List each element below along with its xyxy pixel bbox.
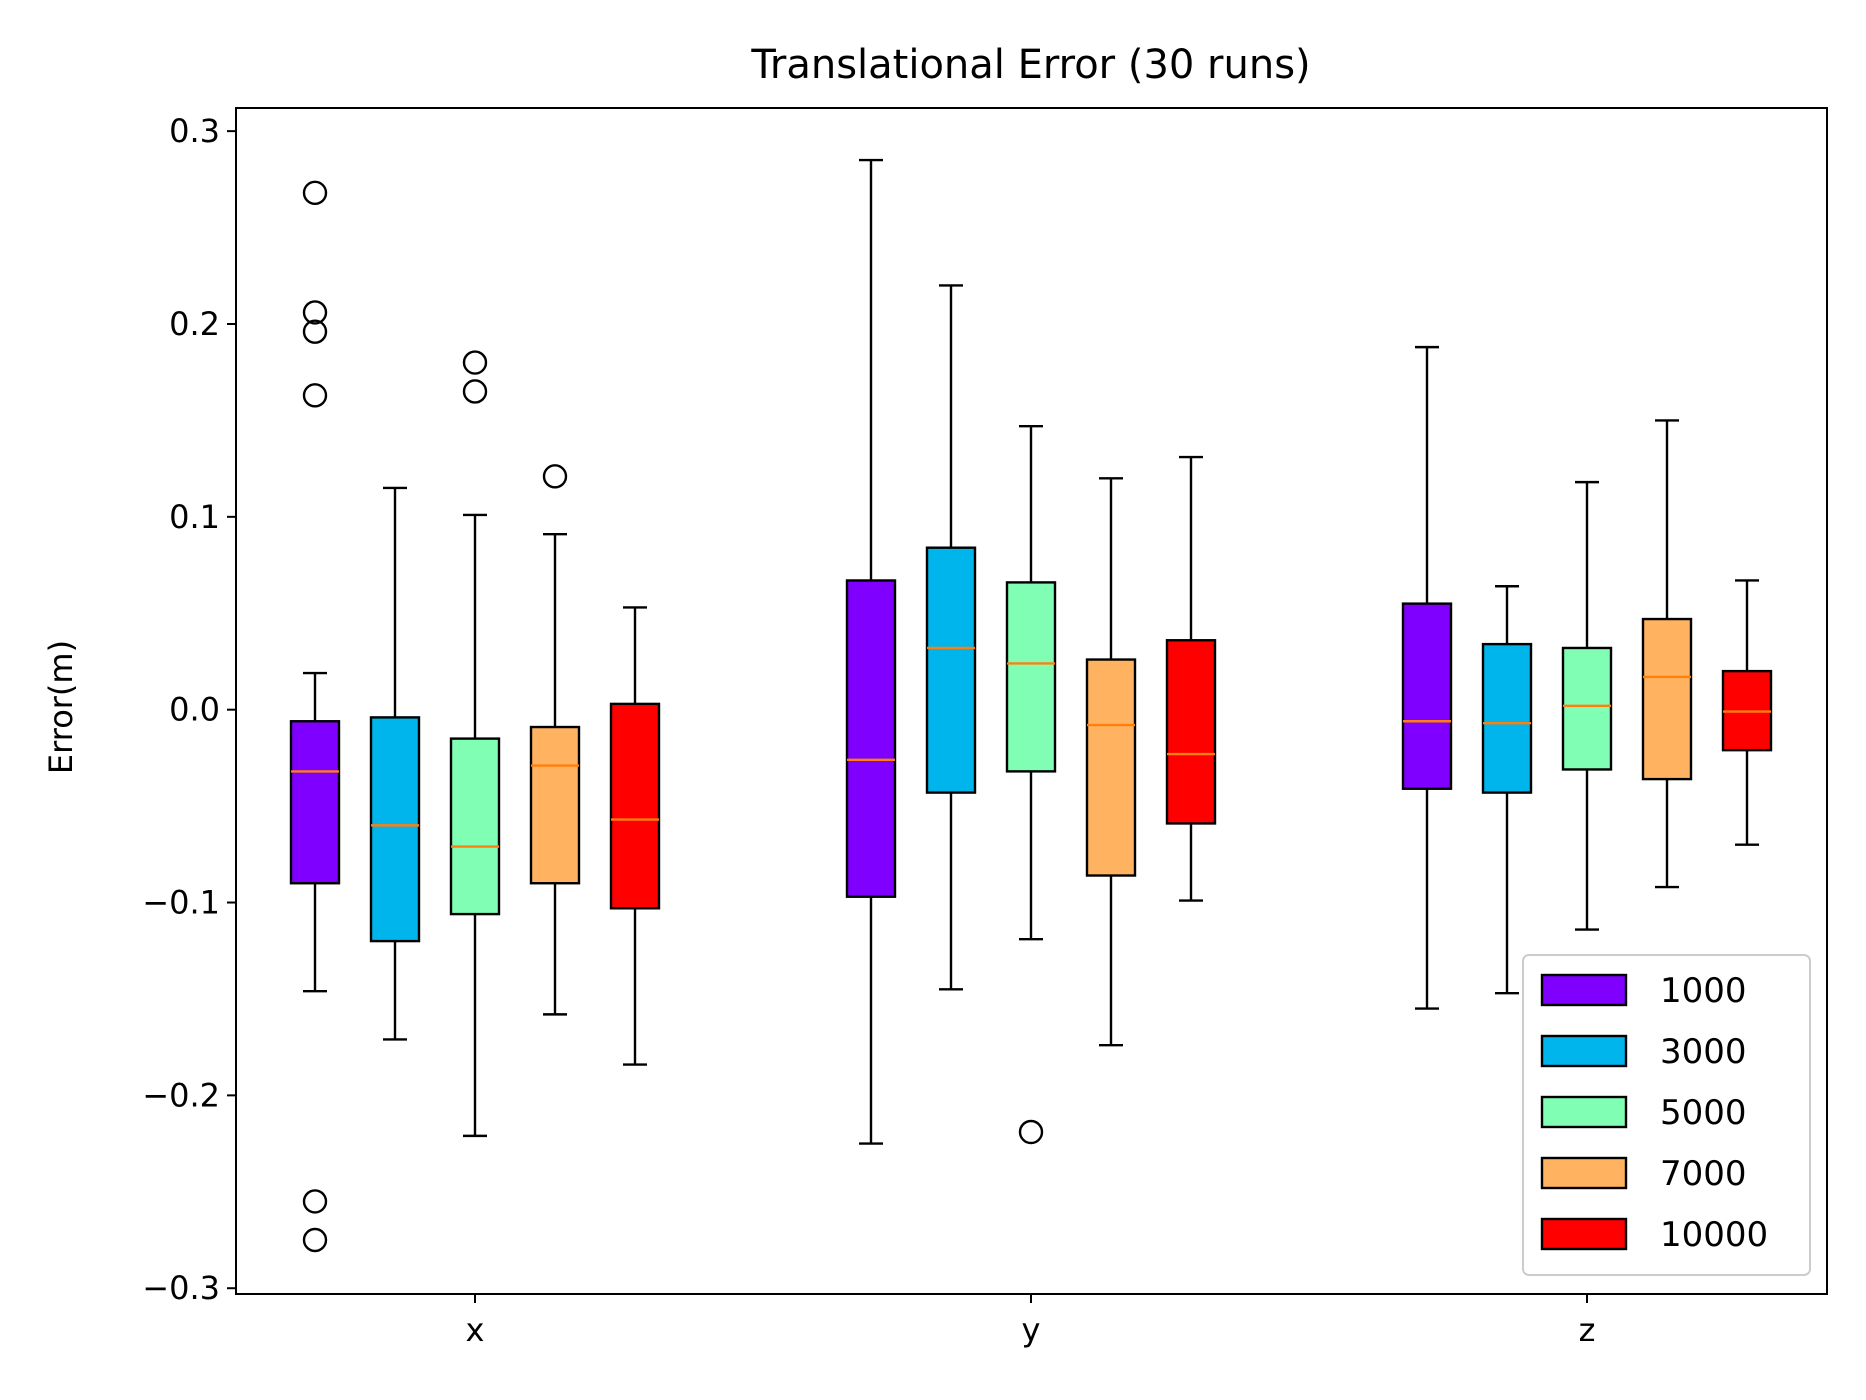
- box-body: [845, 579, 897, 898]
- box-body: [925, 546, 977, 794]
- box-body: [1481, 642, 1533, 794]
- box-1000-x: [289, 180, 341, 1253]
- legend-swatch: [1540, 973, 1628, 1007]
- box-10000-z: [1721, 579, 1773, 846]
- outlier-point: [302, 300, 328, 325]
- legend-label: 1000: [1660, 971, 1747, 1011]
- box-5000-y: [1005, 424, 1057, 1145]
- y-tick-label: −0.1: [142, 884, 220, 922]
- box-1000-z: [1401, 345, 1453, 1010]
- legend-swatch: [1540, 1095, 1628, 1129]
- y-axis-label: Error(m): [42, 640, 80, 774]
- y-tick-label: 0.0: [169, 691, 220, 729]
- box-body: [369, 716, 421, 943]
- box-10000-x: [609, 606, 661, 1066]
- plot-area: [289, 158, 1773, 1253]
- legend-label: 5000: [1660, 1093, 1747, 1133]
- outlier-point: [302, 383, 328, 408]
- outlier-point: [302, 1189, 328, 1214]
- outlier-point: [302, 319, 328, 344]
- box-5000-x: [449, 350, 501, 1138]
- box-body: [1641, 617, 1693, 781]
- x-tick-label: x: [466, 1311, 485, 1349]
- box-7000-z: [1641, 419, 1693, 889]
- y-tick-label: −0.2: [142, 1076, 220, 1114]
- x-tick-label: z: [1579, 1311, 1596, 1349]
- outlier-point: [462, 379, 488, 404]
- y-axis: −0.3 −0.2 −0.1 0.0 0.1 0.2 0.3: [142, 112, 236, 1307]
- legend-label: 10000: [1660, 1215, 1768, 1255]
- box-body: [449, 737, 501, 916]
- box-body: [529, 725, 581, 885]
- box-3000-z: [1481, 585, 1533, 995]
- box-body: [1401, 602, 1453, 790]
- box-5000-z: [1561, 480, 1613, 931]
- legend-label: 7000: [1660, 1154, 1747, 1194]
- legend-swatch: [1540, 1217, 1628, 1251]
- y-tick-label: −0.3: [142, 1269, 220, 1307]
- x-tick-label: y: [1022, 1311, 1041, 1349]
- outlier-point: [302, 1227, 328, 1253]
- box-body: [1165, 639, 1217, 825]
- legend: 1000 3000 5000 7000 10000: [1522, 954, 1811, 1276]
- box-body: [609, 702, 661, 910]
- outlier-point: [1018, 1119, 1044, 1145]
- outlier-point: [542, 464, 568, 489]
- x-axis: x y z: [466, 1294, 1596, 1349]
- y-tick-label: 0.2: [169, 305, 220, 343]
- y-tick-label: 0.1: [169, 498, 220, 536]
- legend-label: 3000: [1660, 1032, 1747, 1072]
- legend-swatch: [1540, 1156, 1628, 1190]
- chart-title: Translational Error (30 runs): [750, 42, 1310, 88]
- box-1000-y: [845, 158, 897, 1145]
- box-7000-y: [1085, 477, 1137, 1047]
- outlier-point: [302, 180, 328, 206]
- box-3000-x: [369, 486, 421, 1041]
- legend-swatch: [1540, 1034, 1628, 1068]
- outlier-point: [462, 350, 488, 375]
- y-tick-label: 0.3: [169, 112, 220, 150]
- box-body: [1085, 658, 1137, 877]
- box-body: [1561, 646, 1613, 771]
- box-body: [1005, 581, 1057, 773]
- box-10000-y: [1165, 455, 1217, 902]
- box-3000-y: [925, 284, 977, 991]
- box-7000-x: [529, 464, 581, 1016]
- box-body: [289, 720, 341, 885]
